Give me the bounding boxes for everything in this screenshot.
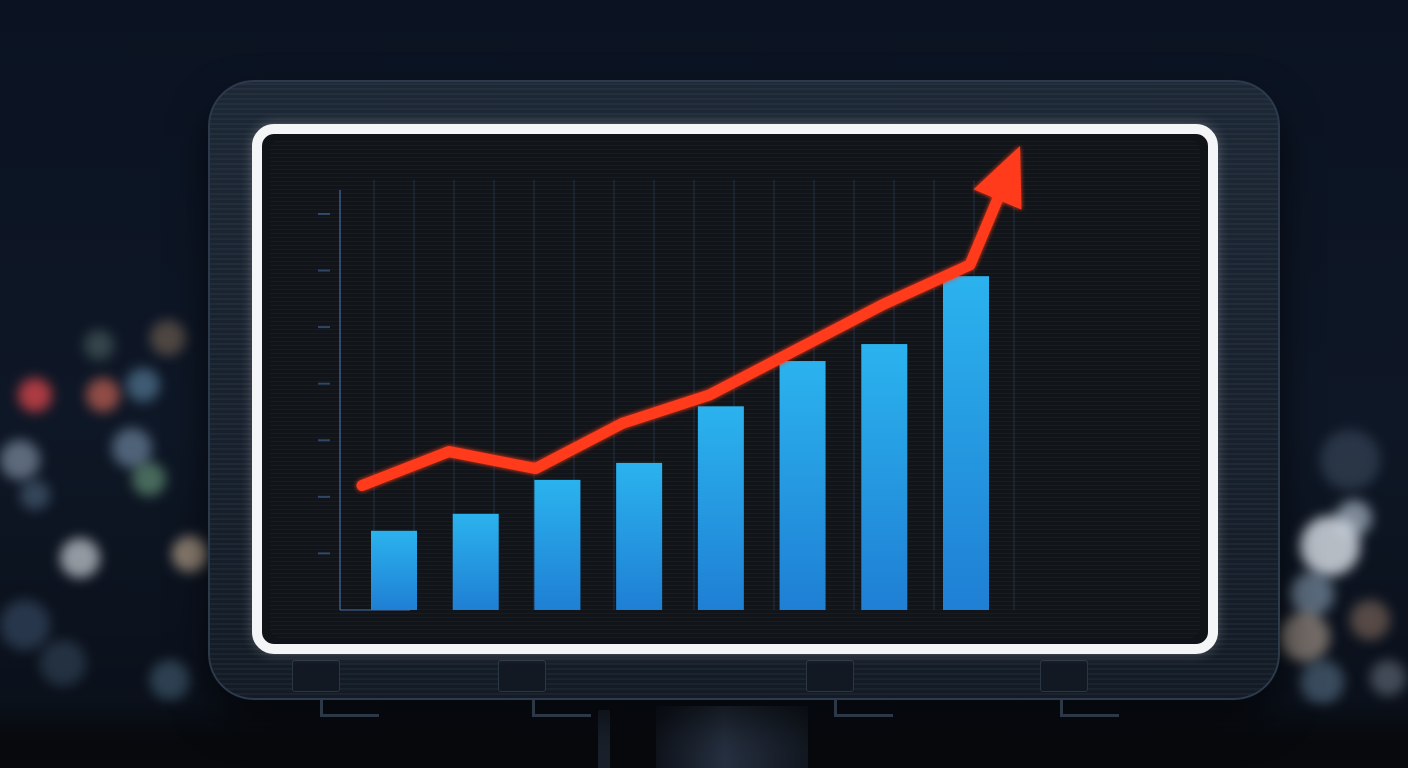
- bokeh-light: [126, 368, 160, 402]
- bokeh-light: [20, 480, 50, 510]
- trend-arrowhead: [973, 146, 1022, 210]
- bokeh-light: [1300, 660, 1344, 704]
- bokeh-light: [132, 462, 166, 496]
- bar: [371, 530, 417, 610]
- bar: [452, 513, 499, 610]
- bokeh-light: [84, 330, 114, 360]
- bokeh-light: [150, 660, 190, 700]
- bokeh-light: [0, 600, 50, 650]
- bar: [861, 344, 908, 610]
- bracket-foot: [320, 700, 379, 717]
- bokeh-light: [1280, 612, 1330, 662]
- bracket-foot: [834, 700, 893, 717]
- bokeh-light: [18, 378, 52, 412]
- bokeh-light: [1290, 572, 1334, 616]
- billboard-screen: [270, 140, 1200, 638]
- bokeh-light: [86, 378, 120, 412]
- bar: [616, 462, 663, 610]
- bar: [779, 361, 826, 610]
- bracket-foot: [532, 700, 591, 717]
- bar-series: [371, 276, 989, 610]
- bokeh-light: [0, 440, 40, 480]
- bokeh-light: [40, 640, 86, 686]
- trend-arrow: [356, 146, 1022, 492]
- bar: [534, 479, 581, 610]
- bar: [943, 276, 989, 610]
- bracket-foot: [1060, 700, 1119, 717]
- frame-bracket: [498, 660, 546, 692]
- trend-line: [356, 194, 1004, 492]
- frame-bracket: [292, 660, 340, 692]
- bokeh-light: [172, 536, 208, 572]
- bokeh-light: [60, 538, 100, 578]
- bokeh-light: [1320, 430, 1380, 490]
- billboard-support: [598, 710, 610, 768]
- bar: [697, 406, 744, 610]
- y-axis-ticks: [318, 212, 330, 555]
- frame-bracket: [806, 660, 854, 692]
- bokeh-light: [1370, 660, 1406, 696]
- bokeh-light: [150, 320, 186, 356]
- billboard-pole: [656, 706, 808, 768]
- growth-chart: [318, 146, 1022, 611]
- bokeh-light: [1350, 600, 1390, 640]
- frame-bracket: [1040, 660, 1088, 692]
- bokeh-light: [1336, 500, 1372, 536]
- bokeh-light: [112, 428, 152, 468]
